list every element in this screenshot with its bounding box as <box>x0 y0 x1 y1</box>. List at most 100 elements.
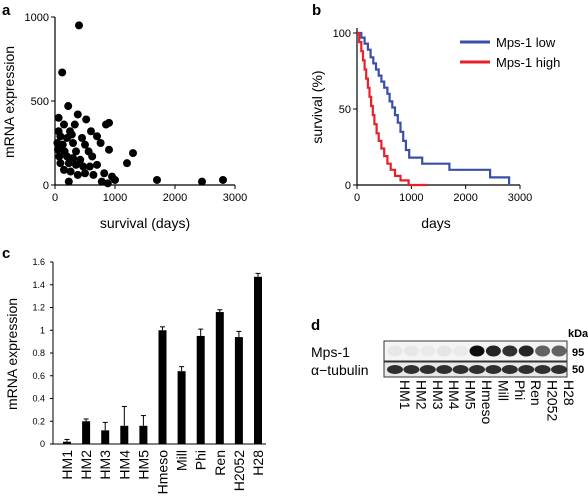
band-tubulin <box>452 365 469 374</box>
lane-label: HM2 <box>413 380 429 410</box>
lane-label: Hmeso <box>479 380 495 425</box>
data-point <box>63 152 71 161</box>
band-tubulin <box>485 365 502 374</box>
category-label: HM1 <box>59 450 75 480</box>
data-point <box>100 169 109 178</box>
category-label: Ren <box>212 450 228 476</box>
bar <box>101 430 110 444</box>
band-mps1 <box>485 345 501 357</box>
band-mps1 <box>403 345 419 357</box>
data-point <box>54 145 62 154</box>
y-tick-label: 1.6 <box>32 257 45 267</box>
band-mps1 <box>420 345 436 357</box>
category-label: Phi <box>193 450 209 470</box>
category-label: H2052 <box>231 450 247 491</box>
survival-chart: survival (%) days 0 1000 2000 3000 0 50 100 Mp… <box>309 28 560 231</box>
y-tick-label: 0 <box>43 180 49 192</box>
data-point <box>64 177 73 186</box>
data-point <box>103 179 112 188</box>
data-point <box>60 165 68 174</box>
bar <box>82 421 91 444</box>
data-point <box>87 127 95 136</box>
data-point <box>58 140 67 149</box>
band-tubulin <box>551 365 567 374</box>
x-tick-label: 1000 <box>103 192 127 204</box>
y-tick-label: 0 <box>40 439 45 449</box>
band-mps1 <box>502 345 518 357</box>
data-point <box>72 147 80 156</box>
data-point <box>88 152 97 161</box>
x-tick-label: 1000 <box>399 192 423 204</box>
band-tubulin <box>501 365 518 374</box>
lane-label: Mill <box>495 380 511 401</box>
x-axis-label: days <box>421 215 451 231</box>
data-point <box>219 175 227 184</box>
data-point <box>64 159 73 168</box>
band-tubulin <box>534 365 551 374</box>
bar <box>63 441 71 444</box>
western-blot: kDa Mps-1 α−tubulin 95 50 HM1 HM2 HM3 HM4 HM… <box>311 328 588 425</box>
kda-50: 50 <box>572 364 584 376</box>
band-mps1 <box>518 345 534 357</box>
band-mps1 <box>387 345 403 357</box>
y-tick-label: 0.2 <box>32 416 45 426</box>
band-tubulin <box>518 365 535 374</box>
bar <box>120 425 129 444</box>
y-axis-label: survival (%) <box>309 70 325 143</box>
data-point <box>72 160 80 169</box>
blot-row-label-mps1: Mps-1 <box>311 344 350 360</box>
band-mps1 <box>551 345 567 357</box>
band-tubulin <box>403 365 420 374</box>
data-point <box>54 113 63 122</box>
band-tubulin <box>469 365 485 374</box>
band-mps1 <box>436 345 452 357</box>
lane-label: HM4 <box>446 380 462 410</box>
data-point <box>81 140 89 149</box>
category-label: Hmeso <box>155 450 171 495</box>
data-point <box>111 175 119 184</box>
data-point <box>129 149 137 158</box>
y-axis-label: mRNA expression <box>1 46 17 158</box>
data-point <box>93 160 101 169</box>
data-point <box>85 162 94 171</box>
blot-row-label-tubulin: α−tubulin <box>311 362 369 378</box>
legend: Mps-1 low Mps-1 high <box>460 35 560 70</box>
y-tick-label: 0.4 <box>32 394 45 404</box>
category-label: H28 <box>250 450 266 476</box>
kda-label: kDa <box>568 328 588 340</box>
panel-letter-c: c <box>2 245 10 262</box>
lane-label: H2052 <box>545 380 561 421</box>
y-tick-label: 100 <box>333 28 351 40</box>
scatter-chart: mRNA expression survival (days) 0 1000 200… <box>1 12 247 231</box>
data-point <box>60 120 68 129</box>
data-point <box>123 159 131 168</box>
data-point <box>96 139 105 147</box>
data-point <box>56 159 65 168</box>
y-tick-label: 1 <box>40 325 45 335</box>
y-tick-label: 1000 <box>25 12 49 24</box>
data-point <box>73 170 82 179</box>
panel-letter-b: b <box>312 2 321 19</box>
data-point <box>56 132 65 141</box>
category-label: HM5 <box>135 450 151 480</box>
data-point <box>153 175 161 184</box>
y-tick-label: 500 <box>31 96 49 108</box>
lane-label: HM5 <box>463 380 479 410</box>
data-point <box>198 177 206 186</box>
lane-label: HM3 <box>430 380 446 410</box>
data-point <box>64 102 73 111</box>
y-tick-label: 0.6 <box>32 371 45 381</box>
x-tick-label: 2000 <box>453 192 477 204</box>
bar <box>158 330 167 444</box>
y-tick-label: 0.8 <box>32 348 45 358</box>
legend-label-high: Mps-1 high <box>496 55 560 70</box>
data-point <box>93 132 101 141</box>
x-tick-label: 2000 <box>163 192 187 204</box>
data-point <box>97 177 106 186</box>
data-point <box>82 115 91 124</box>
bar-chart: mRNA expression 00.20.40.60.811.21.41.6 … <box>4 257 266 494</box>
bar <box>234 337 243 444</box>
bar <box>254 276 262 444</box>
data-point <box>73 110 82 119</box>
